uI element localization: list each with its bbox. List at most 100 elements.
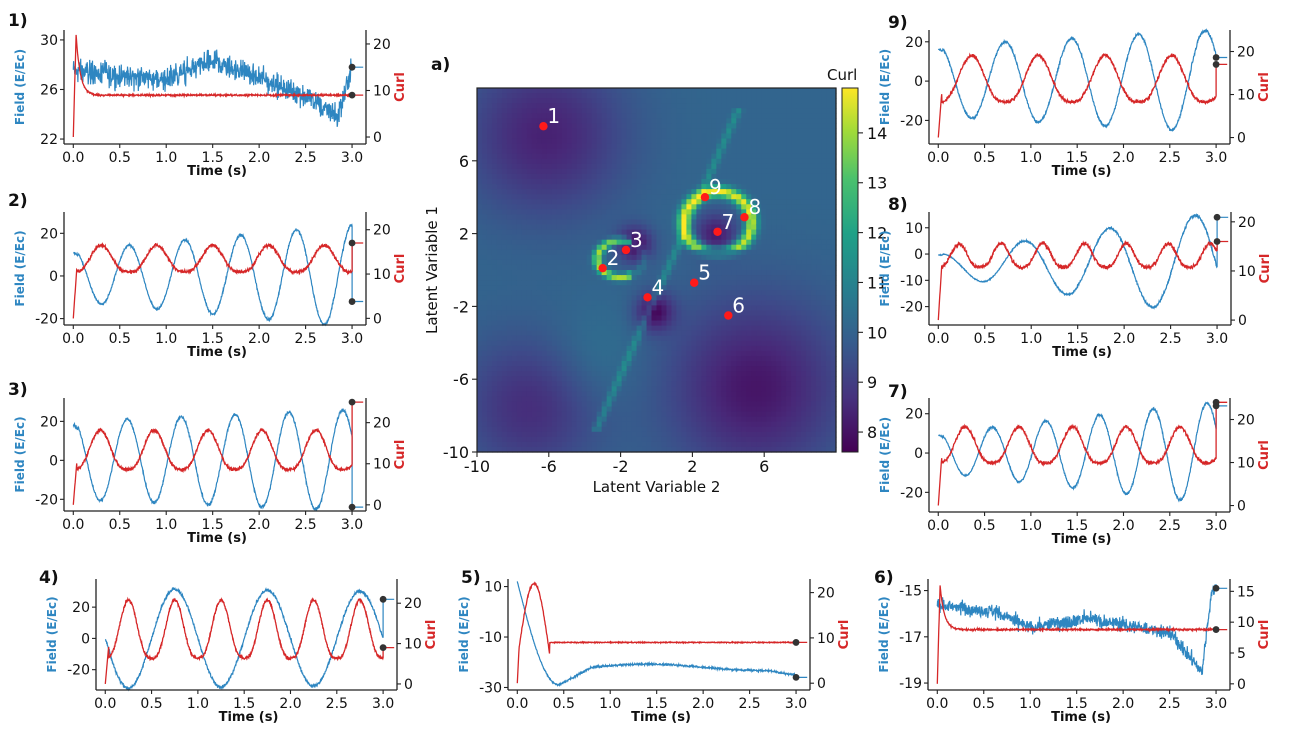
heatmap-cell	[806, 361, 812, 367]
heatmap-cell	[576, 366, 583, 372]
heatmap-cell	[716, 361, 722, 367]
heatmap-cell	[536, 340, 543, 347]
heatmap-cell	[746, 249, 752, 256]
heatmap-cell	[571, 128, 578, 135]
heatmap-cell	[486, 290, 493, 296]
heatmap-cell	[796, 214, 802, 221]
heatmap-cell	[691, 330, 697, 337]
heatmap-cell	[626, 270, 633, 276]
heatmap-cell	[611, 184, 618, 190]
heatmap-cell	[481, 234, 488, 241]
heatmap-cell	[776, 330, 782, 337]
heatmap-cell	[731, 401, 737, 408]
heatmap-cell	[591, 386, 598, 392]
heatmap-cell	[656, 315, 663, 322]
heatmap-cell	[721, 184, 727, 190]
heatmap-cell	[526, 184, 533, 190]
heatmap-cell	[666, 396, 673, 403]
heatmap-cell	[701, 249, 707, 256]
heatmap-cell	[656, 366, 663, 372]
heatmap-cell	[646, 446, 653, 453]
heatmap-cell	[651, 340, 658, 347]
heatmap-cell	[766, 229, 772, 236]
heatmap-cell	[546, 325, 553, 332]
heatmap-cell	[771, 264, 777, 271]
heatmap-cell	[741, 93, 747, 99]
heatmap-cell	[651, 118, 658, 124]
heatmap-cell	[596, 300, 603, 306]
heatmap-cell	[546, 350, 553, 357]
heatmap-cell	[646, 355, 653, 362]
heatmap-cell	[501, 431, 508, 438]
heatmap-cell	[606, 305, 613, 312]
heatmap-cell	[477, 295, 483, 301]
heatmap-cell	[686, 143, 693, 150]
heatmap-cell	[801, 300, 807, 306]
heatmap-cell	[816, 143, 822, 150]
heatmap-cell	[816, 118, 822, 124]
heatmap-cell	[806, 446, 812, 453]
heatmap-cell	[561, 406, 568, 413]
heatmap-cell	[501, 350, 508, 357]
heatmap-cell	[641, 401, 648, 408]
heatmap-cell	[551, 148, 558, 155]
heatmap-cell	[536, 143, 543, 150]
heatmap-cell	[736, 173, 742, 180]
heatmap-cell	[676, 93, 683, 99]
heatmap-cell	[566, 259, 573, 266]
heatmap-cell	[721, 416, 727, 423]
heatmap-cell	[706, 123, 712, 130]
heatmap-cell	[791, 366, 797, 372]
heatmap-cell	[651, 310, 658, 317]
heatmap-cell	[676, 406, 683, 413]
heatmap-cell	[531, 401, 538, 408]
heatmap-cell	[526, 249, 533, 256]
heatmap-cell	[516, 234, 523, 241]
heatmap-cell	[661, 103, 668, 109]
heatmap-cell	[786, 300, 792, 306]
heatmap-cell	[477, 350, 483, 357]
heatmap-cell	[511, 168, 518, 175]
heatmap-cell	[606, 244, 613, 251]
heatmap-cell	[486, 355, 493, 362]
heatmap-cell	[761, 325, 767, 332]
heatmap-cell	[551, 310, 558, 317]
heatmap-cell	[746, 173, 752, 180]
heatmap-cell	[486, 214, 493, 221]
heatmap-cell	[586, 401, 593, 408]
heatmap-cell	[486, 361, 493, 367]
heatmap-cell	[716, 401, 722, 408]
heatmap-cell	[516, 209, 523, 215]
heatmap-cell	[671, 254, 678, 261]
heatmap-cell	[571, 401, 578, 408]
heatmap-cell	[781, 431, 787, 438]
heatmap-cell	[651, 158, 658, 165]
heatmap-cell	[676, 371, 683, 377]
heatmap-cell	[606, 98, 613, 104]
heatmap-cell	[671, 264, 678, 271]
heatmap-cell	[656, 355, 663, 362]
heatmap-cell	[751, 153, 757, 160]
heatmap-cell	[571, 270, 578, 276]
heatmap-cell	[626, 441, 633, 448]
heatmap-cell	[756, 280, 762, 286]
heatmap-cell	[791, 350, 797, 357]
heatmap-cell	[701, 199, 707, 205]
heatmap-cell	[811, 143, 817, 150]
heatmap-cell	[511, 340, 518, 347]
heatmap-cell	[686, 280, 693, 286]
heatmap-cell	[801, 361, 807, 367]
heatmap-cell	[706, 93, 712, 99]
heatmap-cell	[716, 290, 722, 296]
heatmap-cell	[751, 113, 757, 119]
heatmap-cell	[576, 214, 583, 221]
heatmap-cell	[626, 416, 633, 423]
heatmap-cell	[691, 158, 697, 165]
heatmap-cell	[671, 173, 678, 180]
heatmap-cell	[751, 335, 757, 342]
heatmap-cell	[756, 254, 762, 261]
heatmap-cell	[591, 401, 598, 408]
heatmap-cell	[821, 214, 827, 221]
heatmap-cell	[566, 305, 573, 312]
heatmap-cell	[541, 179, 548, 185]
